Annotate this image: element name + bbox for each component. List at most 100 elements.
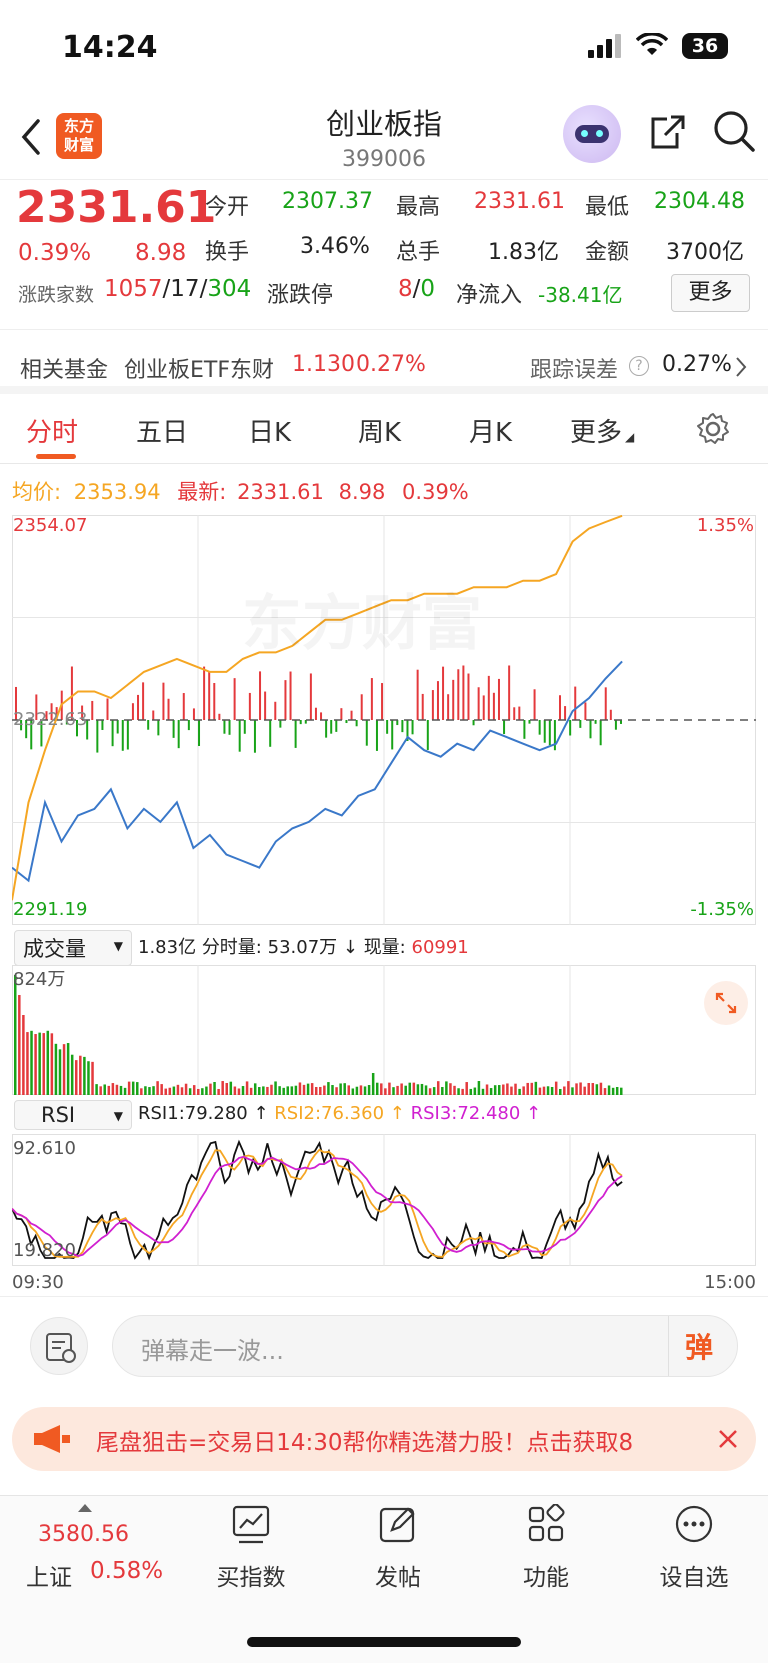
rsi-indicator-select[interactable]: RSI ▼ <box>14 1100 132 1130</box>
close-icon[interactable] <box>716 1427 740 1451</box>
sh-index-value[interactable]: 3580.56 <box>38 1522 129 1547</box>
limit-values: 8/0 <box>398 276 436 302</box>
nav-post[interactable]: 发帖 <box>338 1504 458 1604</box>
volume-bar <box>567 1081 570 1095</box>
volume-bar <box>603 1088 607 1095</box>
tab-monthly-k[interactable]: 月K <box>469 418 513 448</box>
volume-bar <box>160 1084 163 1095</box>
tab-daily-k[interactable]: 日K <box>248 418 292 448</box>
volume-bar <box>270 1084 273 1095</box>
open-label: 今开 <box>205 195 250 220</box>
avg-value: 2353.94 <box>73 480 161 504</box>
tab-more[interactable]: 更多 ◢ <box>570 412 634 449</box>
more-button[interactable]: 更多 <box>671 274 750 312</box>
tab-five-day[interactable]: 五日 <box>136 418 189 448</box>
volume-bar <box>95 1084 98 1095</box>
volume-bar <box>550 1087 554 1095</box>
volume-bar <box>22 1015 25 1095</box>
volume-bar <box>620 1087 623 1095</box>
rsi-selector-label: RSI <box>41 1103 76 1127</box>
logo-line2: 财富 <box>63 136 94 154</box>
nav-label-post: 发帖 <box>375 1565 421 1591</box>
volume-bar <box>323 1085 326 1095</box>
tab-weekly-k[interactable]: 周K <box>358 418 402 448</box>
volume-bar <box>461 1088 464 1095</box>
sh-index-name[interactable]: 上证 <box>26 1565 72 1591</box>
volume-bar <box>559 1088 562 1095</box>
volume-bar <box>428 1088 432 1095</box>
volume-bar <box>400 1083 403 1095</box>
minute-volume-label: 分时量: <box>201 937 262 958</box>
volume-bar <box>485 1084 489 1095</box>
expand-chart-button[interactable] <box>704 981 748 1025</box>
volume-bar <box>253 1083 257 1095</box>
danmu-settings-button[interactable] <box>30 1317 88 1375</box>
edit-icon <box>379 1507 415 1543</box>
volume-bar <box>465 1082 468 1095</box>
sh-index-pct[interactable]: 0.58% <box>90 1558 164 1584</box>
volume-bar <box>245 1081 249 1095</box>
ai-assistant-avatar[interactable] <box>563 105 621 163</box>
volume-bar <box>343 1083 346 1095</box>
tab-underline <box>36 454 76 459</box>
back-icon[interactable] <box>18 117 44 157</box>
help-icon[interactable]: ? <box>629 356 649 376</box>
volume-bar <box>62 1044 66 1095</box>
promo-banner[interactable]: 尾盘狙击=交易日14:30帮你精选潜力股！点击获取8 <box>12 1407 756 1471</box>
volume-bar <box>355 1086 359 1095</box>
fund-name[interactable]: 创业板ETF东财 <box>124 358 274 383</box>
related-fund-bar[interactable]: 相关基金 创业板ETF东财 1.130 0.27% 跟踪误差 ? 0.27% <box>0 338 768 394</box>
volume-bar <box>188 1088 192 1095</box>
volume-bar <box>221 1081 224 1095</box>
fund-price: 1.130 <box>292 352 355 377</box>
volume-bar <box>152 1086 155 1095</box>
volume-bar <box>396 1085 399 1095</box>
nav-functions[interactable]: 功能 <box>486 1504 606 1604</box>
volume-bar <box>493 1085 497 1095</box>
latest-pct: 0.39% <box>402 480 469 504</box>
rsi-y-max: 92.610 <box>13 1138 76 1159</box>
change-value: 8.98 <box>135 240 187 266</box>
volume-bar <box>197 1088 200 1095</box>
volume-bar <box>453 1085 456 1095</box>
volume-bar <box>70 1054 74 1095</box>
volume-bar <box>50 1033 54 1095</box>
limit-down-count: 0 <box>420 276 436 302</box>
volume-bar <box>412 1082 416 1095</box>
danmu-toggle[interactable]: 弹 <box>685 1331 714 1364</box>
volume-bar <box>241 1086 245 1095</box>
volume-bar <box>140 1088 143 1095</box>
select-arrow-icon: ▼ <box>113 1109 123 1123</box>
volume-bar <box>538 1087 542 1095</box>
grid-apps-icon <box>528 1504 565 1542</box>
search-icon[interactable] <box>712 109 756 153</box>
volume-bar <box>91 1061 94 1095</box>
nav-add-watchlist[interactable]: 设自选 <box>634 1504 754 1604</box>
volume-bar <box>314 1086 318 1095</box>
volume-bar <box>237 1088 241 1095</box>
time-axis-start: 09:30 <box>12 1272 64 1293</box>
rsi2-value: RSI2:76.360 <box>274 1103 385 1124</box>
nav-buy-index[interactable]: 买指数 <box>191 1504 311 1604</box>
volume-bar <box>335 1087 338 1095</box>
tab-intraday[interactable]: 分时 <box>26 418 79 448</box>
latest-change: 8.98 <box>338 480 386 504</box>
rsi1-line <box>12 1139 623 1261</box>
volume-bar <box>473 1087 477 1095</box>
settings-gear-icon[interactable] <box>696 412 730 446</box>
high-value: 2331.61 <box>474 189 565 214</box>
share-icon[interactable] <box>647 111 689 153</box>
volume-bar <box>209 1083 212 1095</box>
volume-bar <box>432 1087 436 1095</box>
rsi-chart[interactable]: 92.610 19.820 <box>12 1134 756 1266</box>
chevron-right-icon <box>736 357 747 377</box>
volume-bar <box>481 1088 485 1095</box>
battery-icon: 36 <box>682 33 728 59</box>
chart-tabs: 分时 五日 日K 周K 月K 更多 ◢ <box>0 396 768 464</box>
volume-chart[interactable]: 824万 <box>12 965 756 1095</box>
volume-indicator-select[interactable]: 成交量 ▼ <box>14 930 132 966</box>
comment-input[interactable]: 弹幕走一波... 弹 <box>112 1315 738 1377</box>
rsi3-value: RSI3:72.480 <box>410 1103 521 1124</box>
stock-header: 东方 财富 创业板指 399006 <box>0 95 768 180</box>
